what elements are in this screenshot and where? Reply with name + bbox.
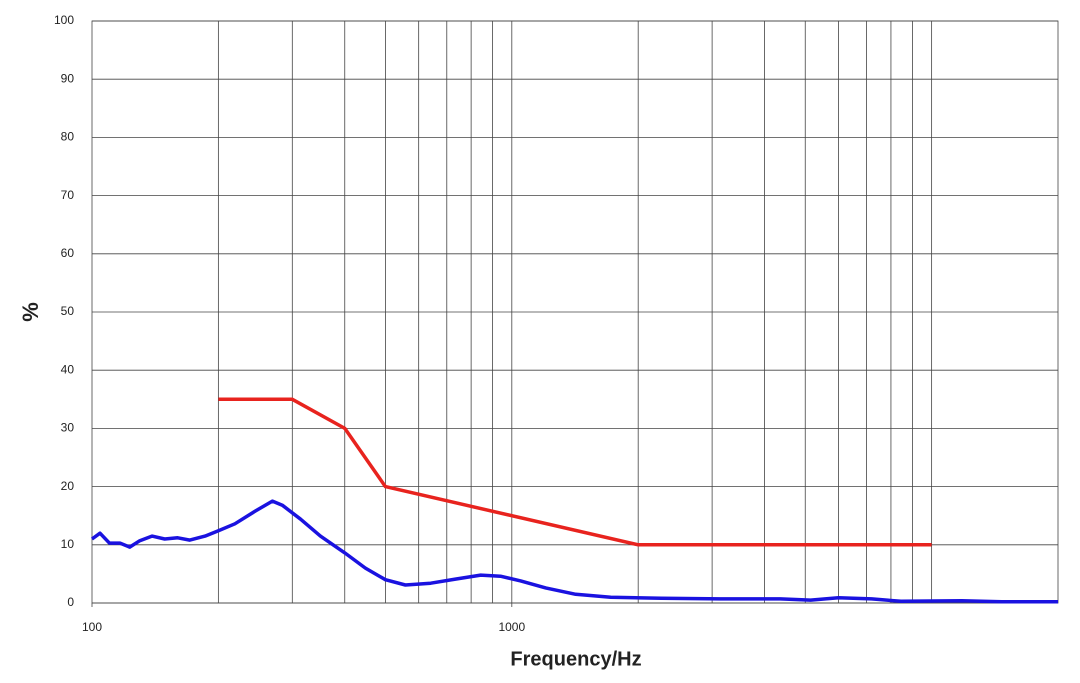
y-tick-label: 20 bbox=[61, 479, 75, 493]
y-tick-label: 100 bbox=[54, 13, 74, 27]
x-tick-label: 100 bbox=[82, 620, 102, 634]
series-line bbox=[218, 397, 932, 547]
y-tick-label: 40 bbox=[61, 362, 75, 376]
x-axis-label: Frequency/Hz bbox=[510, 648, 641, 670]
y-tick-label: 70 bbox=[61, 188, 75, 202]
y-tick-label: 10 bbox=[61, 537, 75, 551]
y-tick-label: 0 bbox=[67, 595, 74, 609]
y-tick-label: 90 bbox=[61, 71, 75, 85]
y-tick-label: 80 bbox=[61, 130, 75, 144]
series-line bbox=[90, 499, 1058, 604]
x-tick-label: 1000 bbox=[498, 620, 525, 634]
y-axis-label: % bbox=[18, 302, 43, 322]
y-tick-label: 30 bbox=[61, 421, 75, 435]
y-tick-label: 60 bbox=[61, 246, 75, 260]
y-tick-label: 50 bbox=[61, 304, 75, 318]
